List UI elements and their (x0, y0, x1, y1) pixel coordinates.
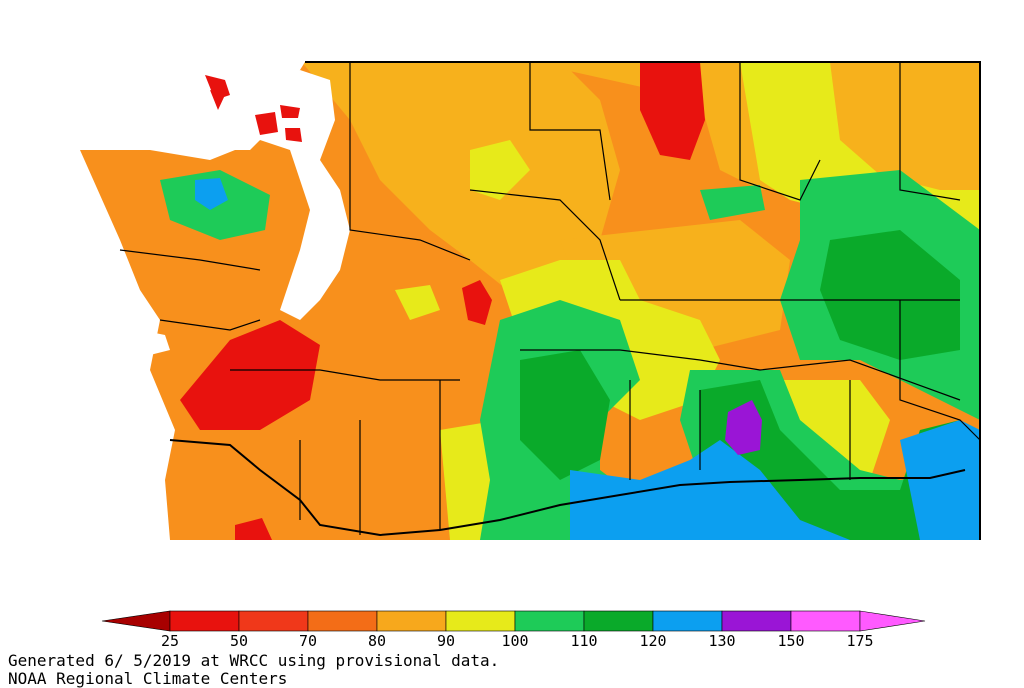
legend-tick-11: 175 (846, 632, 873, 650)
island-5 (210, 90, 225, 110)
water (48, 70, 350, 355)
legend-swatch-4 (376, 610, 447, 632)
legend-swatch-8 (652, 610, 723, 632)
legend-tick-7: 110 (570, 632, 597, 650)
borders (119, 61, 981, 540)
legend-swatch-5 (445, 610, 516, 632)
county-line-5 (469, 189, 621, 301)
credit-note: NOAA Regional Climate Centers (8, 669, 288, 688)
generated-note: Generated 6/ 5/2019 at WRCC using provis… (8, 651, 500, 670)
legend: 25 50 70 80 90 100 110 120 130 150 175 (101, 610, 926, 650)
county-line-15 (119, 249, 261, 271)
yellow-zone-west-spot (395, 285, 440, 320)
legend-swatch-2 (238, 610, 309, 632)
blue-zone-olympic (195, 178, 228, 210)
county-line-1 (349, 62, 471, 261)
legend-swatch-9 (721, 610, 792, 632)
legend-tick-4: 80 (368, 632, 386, 650)
island-3 (280, 105, 300, 118)
columbia-river-border (169, 439, 966, 537)
county-line-3 (739, 62, 821, 201)
county-line-4 (899, 62, 961, 201)
blue-zone-south (570, 440, 850, 540)
county-line-7 (520, 349, 961, 401)
island-4 (285, 128, 302, 142)
legend-swatch-6 (514, 610, 585, 632)
islands (205, 75, 302, 142)
legend-swatch-10 (790, 610, 861, 632)
legend-tick-10: 150 (777, 632, 804, 650)
legend-arrow-left (101, 610, 171, 632)
yellow-zone-north-small (470, 140, 530, 200)
blue-zone-southeast (900, 420, 980, 540)
green-zone-east (820, 230, 960, 360)
light-green-zone-north-strip (700, 185, 765, 220)
red-zone-cascade (462, 280, 492, 325)
legend-swatch-3 (307, 610, 378, 632)
legend-tick-8: 120 (639, 632, 666, 650)
red-zone-southwest (180, 320, 320, 430)
island-2 (255, 112, 278, 135)
green-zone-central (520, 350, 610, 480)
legend-swatch-1 (169, 610, 240, 632)
legend-tick-1: 25 (161, 632, 179, 650)
county-line-8 (230, 369, 460, 381)
legend-tick-6: 100 (501, 632, 528, 650)
legend-tick-2: 50 (230, 632, 248, 650)
legend-arrow-right (859, 610, 926, 632)
puget-sound (220, 70, 350, 320)
purple-zone (725, 400, 762, 455)
county-line-2 (529, 62, 611, 201)
county-line-16 (159, 319, 261, 331)
county-line-17 (899, 300, 981, 441)
strait-of-juan-de-fuca (48, 100, 260, 150)
red-zone-south (235, 518, 272, 540)
island-1 (205, 75, 230, 100)
legend-tick-9: 130 (708, 632, 735, 650)
legend-swatch-7 (583, 610, 654, 632)
gold-zone-north (300, 62, 620, 300)
legend-tick-5: 90 (437, 632, 455, 650)
columbia-river-mouth (140, 330, 170, 355)
legend-tick-3: 70 (299, 632, 317, 650)
red-zone-northcentral (640, 62, 705, 160)
